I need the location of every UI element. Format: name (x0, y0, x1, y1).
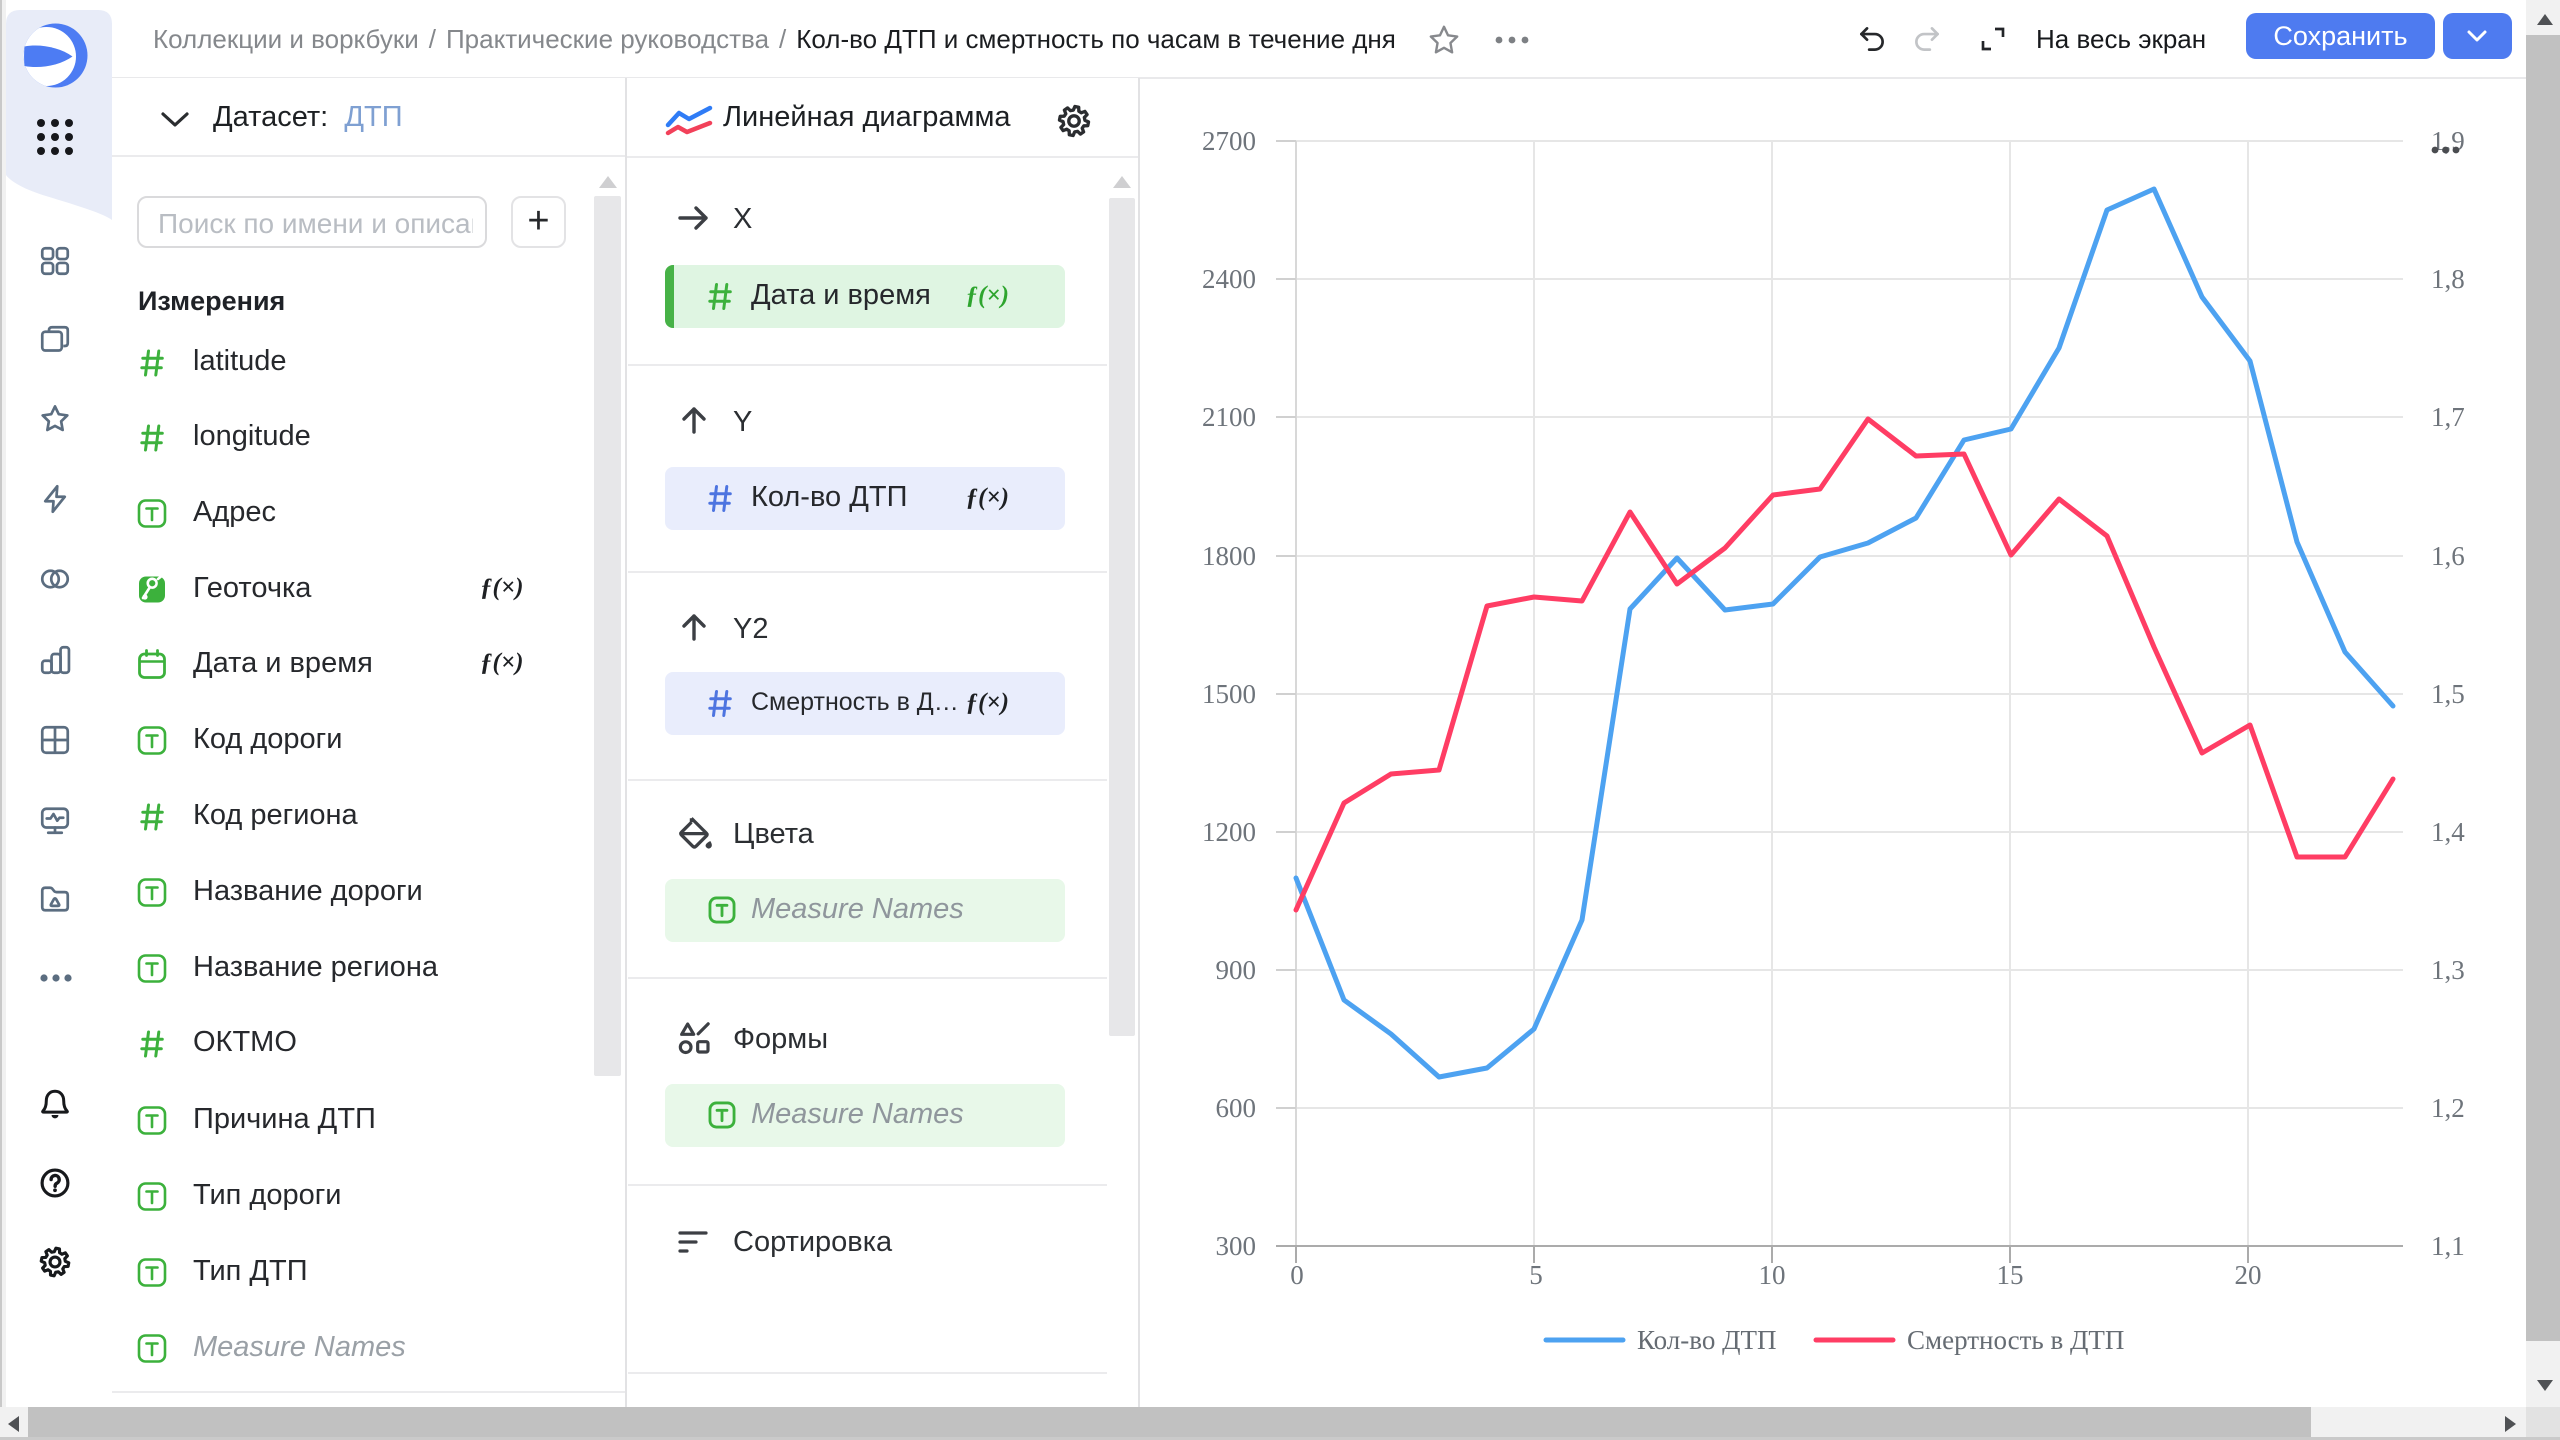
svg-text:1800: 1800 (1202, 541, 1256, 571)
svg-text:2100: 2100 (1202, 402, 1256, 432)
svg-text:1,5: 1,5 (2431, 679, 2465, 709)
svg-text:300: 300 (1216, 1231, 1257, 1261)
svg-text:1,8: 1,8 (2431, 264, 2465, 294)
svg-text:1,2: 1,2 (2431, 1093, 2465, 1123)
svg-text:Кол-во ДТП: Кол-во ДТП (1637, 1325, 1777, 1355)
svg-text:1,3: 1,3 (2431, 955, 2465, 985)
svg-text:2700: 2700 (1202, 126, 1256, 156)
svg-text:0: 0 (1290, 1260, 1304, 1290)
svg-text:1200: 1200 (1202, 817, 1256, 847)
svg-text:1,1: 1,1 (2431, 1231, 2465, 1261)
svg-text:1,6: 1,6 (2431, 541, 2465, 571)
svg-text:1500: 1500 (1202, 679, 1256, 709)
svg-text:2400: 2400 (1202, 264, 1256, 294)
svg-text:600: 600 (1216, 1093, 1257, 1123)
svg-text:5: 5 (1529, 1260, 1543, 1290)
svg-text:10: 10 (1759, 1260, 1786, 1290)
svg-text:900: 900 (1216, 955, 1257, 985)
svg-text:20: 20 (2235, 1260, 2262, 1290)
svg-text:1,7: 1,7 (2431, 402, 2465, 432)
svg-text:Смертность в ДТП: Смертность в ДТП (1907, 1325, 2124, 1355)
svg-text:15: 15 (1997, 1260, 2024, 1290)
svg-text:1,4: 1,4 (2431, 817, 2465, 847)
